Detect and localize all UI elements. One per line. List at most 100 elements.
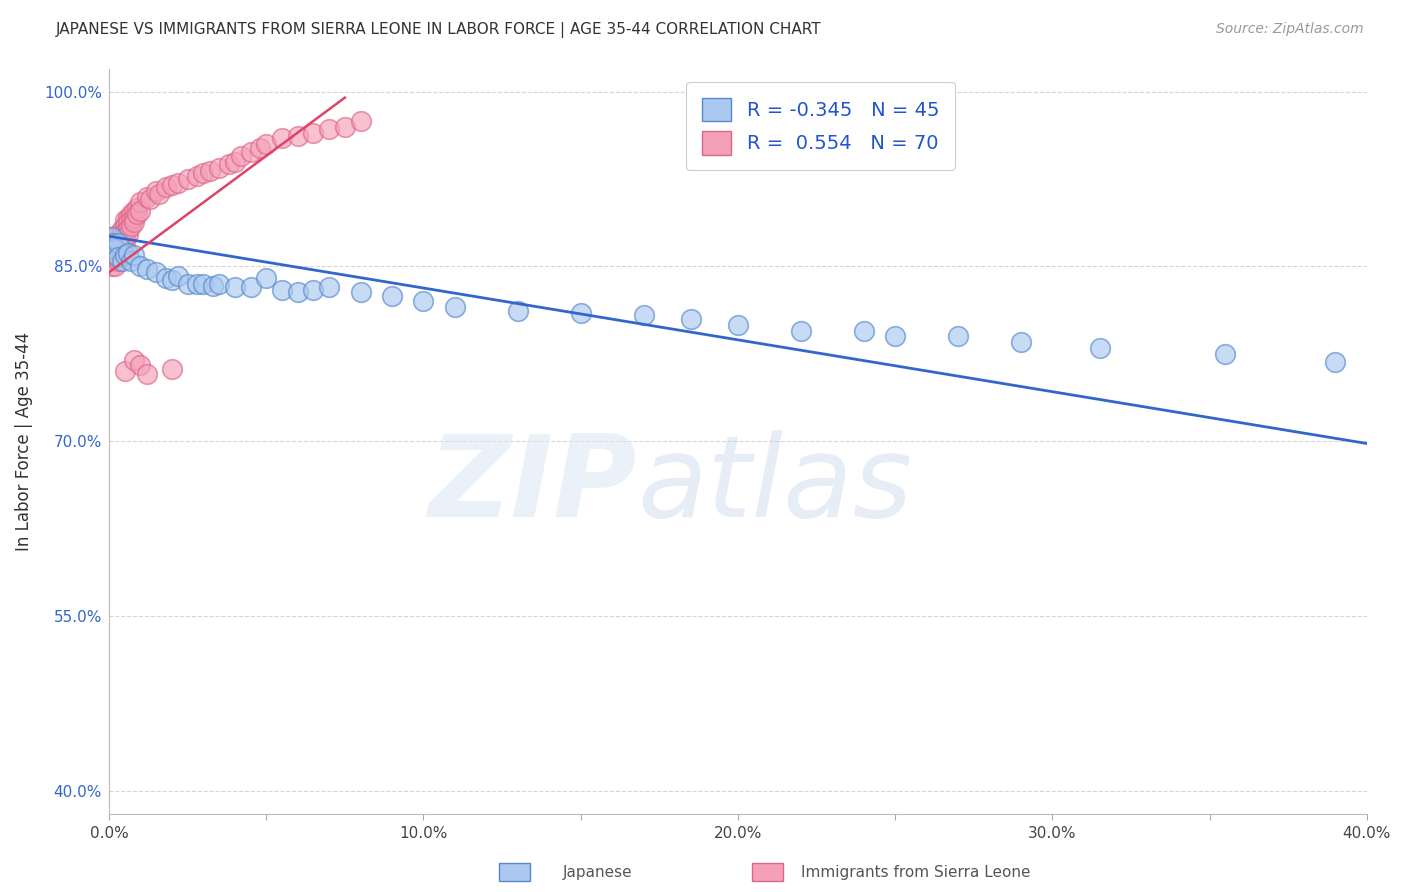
Point [117, 211, 139, 225]
Point [271, 131, 294, 145]
Point [249, 141, 271, 155]
Point [254, 137, 277, 152]
Point [101, 242, 124, 256]
Point [884, 329, 907, 343]
Point [111, 253, 134, 268]
Point [101, 230, 124, 244]
Point [122, 203, 145, 218]
Point [946, 329, 969, 343]
Point [129, 203, 152, 218]
Point [349, 114, 371, 128]
Point [107, 250, 129, 264]
Point [229, 149, 252, 163]
Point [107, 234, 129, 248]
Point [193, 166, 215, 180]
Point [114, 236, 136, 251]
Point [129, 359, 152, 373]
Point [155, 180, 177, 194]
Point [201, 279, 224, 293]
Point [167, 176, 190, 190]
Point [104, 230, 127, 244]
Point [412, 294, 434, 309]
Point [107, 236, 129, 251]
Point [104, 236, 127, 251]
Point [239, 145, 262, 160]
Point [111, 222, 134, 236]
Point [104, 242, 127, 256]
Point [104, 245, 127, 260]
Point [122, 215, 145, 229]
Point [1088, 341, 1111, 355]
Point [107, 227, 129, 241]
Point [114, 225, 136, 239]
Point [148, 187, 170, 202]
Point [107, 245, 129, 260]
Point [129, 195, 152, 210]
Point [120, 207, 142, 221]
Point [127, 207, 149, 221]
Point [117, 222, 139, 236]
Point [114, 213, 136, 227]
Point [318, 122, 340, 136]
Point [160, 178, 183, 192]
Point [254, 271, 277, 285]
Point [239, 280, 262, 294]
Point [114, 230, 136, 244]
Point [104, 242, 127, 256]
Point [444, 300, 467, 314]
Point [224, 280, 246, 294]
Point [198, 164, 221, 178]
Point [111, 245, 134, 260]
Point [135, 189, 157, 203]
Legend: R = -0.345   N = 45, R =  0.554   N = 70: R = -0.345 N = 45, R = 0.554 N = 70 [686, 82, 955, 170]
Point [727, 318, 749, 332]
Point [117, 227, 139, 241]
Point [117, 245, 139, 260]
Point [271, 283, 294, 297]
Point [208, 277, 231, 291]
Point [569, 306, 592, 320]
Text: ZIP: ZIP [429, 430, 637, 541]
Point [633, 309, 655, 323]
Point [506, 303, 529, 318]
Point [107, 253, 129, 268]
Point [122, 211, 145, 225]
Point [111, 238, 134, 252]
Point [333, 120, 356, 134]
Point [101, 236, 124, 251]
Point [287, 285, 309, 299]
Point [302, 126, 325, 140]
Point [186, 277, 208, 291]
Point [1010, 335, 1032, 350]
Point [852, 324, 875, 338]
Point [114, 248, 136, 262]
Point [1324, 355, 1347, 369]
Point [107, 250, 129, 264]
Point [208, 161, 231, 175]
Point [224, 154, 246, 169]
Point [139, 192, 162, 206]
Point [122, 352, 145, 367]
Point [176, 172, 198, 186]
Point [101, 250, 124, 264]
Point [135, 261, 157, 276]
Point [120, 253, 142, 268]
Point [381, 288, 404, 302]
Point [114, 364, 136, 378]
Point [104, 260, 127, 274]
Point [101, 230, 124, 244]
Point [111, 234, 134, 248]
Point [120, 213, 142, 227]
Point [122, 248, 145, 262]
Text: atlas: atlas [637, 430, 912, 541]
Point [176, 277, 198, 291]
Point [145, 184, 167, 198]
Point [302, 283, 325, 297]
Point [318, 280, 340, 294]
Point [160, 273, 183, 287]
Point [193, 277, 215, 291]
Point [117, 215, 139, 229]
Point [155, 271, 177, 285]
Point [101, 236, 124, 251]
Point [160, 362, 183, 376]
